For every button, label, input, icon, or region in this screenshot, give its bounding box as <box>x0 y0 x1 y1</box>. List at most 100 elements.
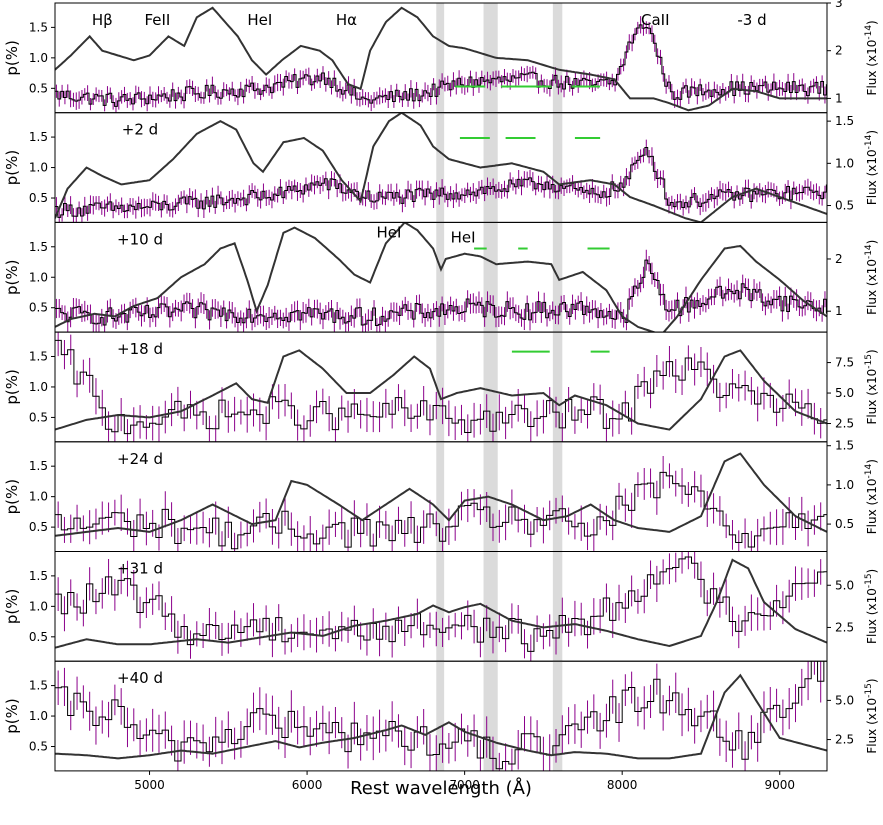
y-tick-label: 1.0 <box>29 380 48 394</box>
flux-spectrum <box>55 349 827 431</box>
y2-tick-label: 1.0 <box>835 156 854 170</box>
telluric-band <box>483 661 498 771</box>
pol-step-line <box>55 661 825 770</box>
polarization-series <box>55 139 827 223</box>
flux-spectrum <box>55 558 827 649</box>
polarization-series <box>55 551 827 662</box>
y2-tick-label: 5.0 <box>835 693 854 707</box>
panels-group: 0.5 1.0 1.5 p(%) 1 2 3 Flux (x10-14) -3 d Hβ FeII H… <box>3 0 879 772</box>
y-tick-label: 1.0 <box>29 490 48 504</box>
pol-step-line <box>55 24 827 107</box>
y2-exponent: -14 <box>864 134 874 149</box>
panel-3: 0.5 1.0 1.5 p(%) 2.5 5.0 7.5 Flux (x10-15) +18 d <box>3 331 879 443</box>
y-tick-label: 1.0 <box>29 161 48 175</box>
line-label: Hβ <box>92 11 113 29</box>
y-axis-label: p(%) <box>3 589 21 624</box>
y2-close-paren: ) <box>865 349 879 354</box>
y2-tick-label: 5.0 <box>835 578 854 592</box>
polarization-series <box>55 456 827 552</box>
telluric-band <box>552 3 563 113</box>
panel-1: 0.5 1.0 1.5 p(%) 0.5 1.0 1.5 Flux (x10-14) +2 d <box>3 112 879 223</box>
y-tick-label: 1.5 <box>29 240 48 254</box>
telluric-band <box>436 551 445 662</box>
y-tick-label: 1.5 <box>29 20 48 34</box>
y-tick-label: 0.5 <box>29 740 48 754</box>
y-axis-label: p(%) <box>3 479 21 514</box>
telluric-band <box>436 332 445 442</box>
telluric-band <box>436 112 445 223</box>
telluric-band <box>552 112 563 223</box>
flux-spectrum <box>55 673 827 760</box>
y2-tick-label: 1.5 <box>835 439 854 453</box>
panel-6: 0.5 1.0 1.5 p(%) 2.5 5.0 Flux (x10-15) +40 d <box>3 660 879 772</box>
x-axis: 5000 6000 7000 8000 9000 <box>134 770 795 792</box>
y-tick-label: 1.5 <box>29 569 48 583</box>
epoch-label: +31 d <box>117 560 163 578</box>
telluric-band <box>436 661 445 771</box>
panel-2: 0.5 1.0 1.5 p(%) 1 2 Flux (x10-14) +10 d HeI HeI <box>3 221 879 333</box>
epoch-label: -3 d <box>737 11 766 29</box>
y-tick-label: 1.0 <box>29 599 48 613</box>
x-tick-label: 5000 <box>134 778 165 792</box>
line-label: HeI <box>377 223 402 241</box>
y-tick-label: 1.0 <box>29 51 48 65</box>
y2-exponent: -15 <box>864 683 874 698</box>
y2-exponent: -15 <box>864 573 874 588</box>
epoch-label: +18 d <box>117 340 163 358</box>
line-label: FeII <box>144 11 170 29</box>
y2-exponent: -14 <box>864 463 874 478</box>
y2-tick-label: 5.0 <box>835 386 854 400</box>
y2-axis-label: Flux (x10-15) <box>864 569 879 644</box>
epoch-label: +2 d <box>122 121 158 139</box>
y-tick-label: 1.0 <box>29 709 48 723</box>
y-tick-label: 0.5 <box>29 410 48 424</box>
flux-spectrum <box>55 222 827 333</box>
y2-tick-label: 2 <box>835 44 843 58</box>
y-tick-label: 0.5 <box>29 520 48 534</box>
telluric-band <box>436 441 445 552</box>
y-axis-label: p(%) <box>3 150 21 185</box>
y-tick-label: 1.0 <box>29 270 48 284</box>
y-tick-label: 0.5 <box>29 630 48 644</box>
y2-tick-label: 2.5 <box>835 620 854 634</box>
y2-tick-label: 1.0 <box>835 478 854 492</box>
y2-tick-label: 3 <box>835 0 843 10</box>
y-tick-label: 0.5 <box>29 191 48 205</box>
y2-axis-label: Flux (x10-14) <box>864 240 879 315</box>
telluric-band <box>552 441 563 552</box>
x-tick-label: 6000 <box>292 778 323 792</box>
line-label: HeI <box>247 11 272 29</box>
y2-tick-label: 1.5 <box>835 114 854 128</box>
y2-tick-label: 1 <box>835 304 843 318</box>
y-tick-label: 1.5 <box>29 459 48 473</box>
flux-spectrum <box>55 452 827 537</box>
epoch-label: +40 d <box>117 669 163 687</box>
y2-exponent: -14 <box>864 244 874 259</box>
pol-step-line <box>55 259 827 326</box>
panel-4: 0.5 1.0 1.5 p(%) 0.5 1.0 1.5 Flux (x10-14) +24 d <box>3 439 879 552</box>
y-axis-label: p(%) <box>3 260 21 295</box>
epoch-label: +10 d <box>117 230 163 248</box>
panel-0: 0.5 1.0 1.5 p(%) 1 2 3 Flux (x10-14) -3 d Hβ FeII H… <box>3 0 879 114</box>
x-tick-label: 7000 <box>449 778 480 792</box>
pol-step-line <box>55 471 827 550</box>
y2-close-paren: ) <box>865 459 879 464</box>
y2-axis-label: Flux (x10-14) <box>864 20 879 95</box>
telluric-band <box>483 332 498 442</box>
y2-tick-label: 2.5 <box>835 733 854 747</box>
y2-exponent: -14 <box>864 25 874 40</box>
y2-close-paren: ) <box>865 569 879 574</box>
y2-tick-label: 0.5 <box>835 199 854 213</box>
pol-step-line <box>55 556 827 652</box>
line-label: CaII <box>641 11 670 29</box>
x-tick-label: 9000 <box>764 778 795 792</box>
y2-tick-label: 2 <box>835 252 843 266</box>
y-tick-label: 1.5 <box>29 679 48 693</box>
y2-tick-label: 0.5 <box>835 517 854 531</box>
epoch-label: +24 d <box>117 450 163 468</box>
flux-spectrum <box>55 112 827 223</box>
y-tick-label: 0.5 <box>29 81 48 95</box>
line-label: HeI <box>451 228 476 246</box>
telluric-band <box>436 3 445 113</box>
y-axis-label: p(%) <box>3 40 21 75</box>
